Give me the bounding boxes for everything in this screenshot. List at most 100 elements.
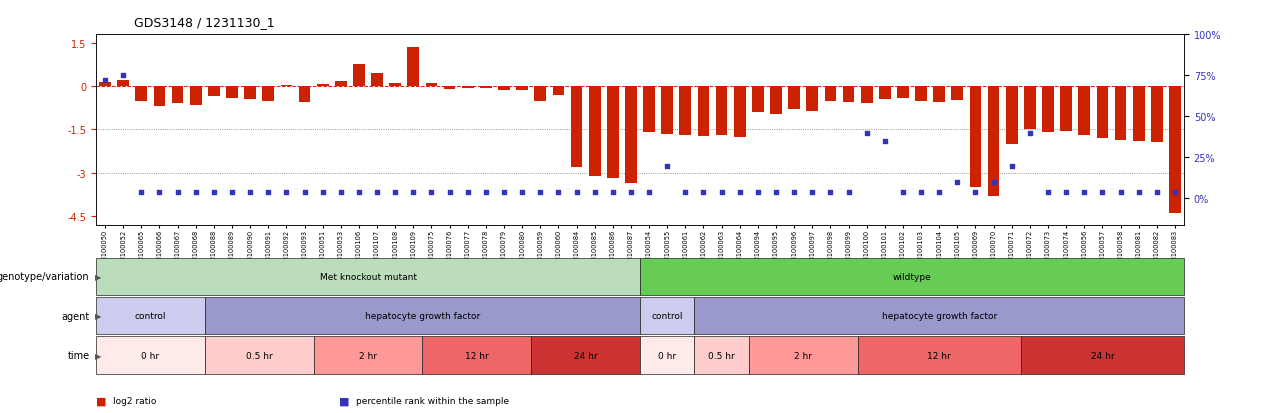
Text: control: control bbox=[134, 311, 166, 320]
Bar bbox=[625, 87, 637, 183]
Point bbox=[1001, 163, 1021, 169]
Text: 24 hr: 24 hr bbox=[573, 351, 598, 360]
Point bbox=[783, 189, 804, 196]
Text: genotype/variation: genotype/variation bbox=[0, 272, 90, 282]
Point bbox=[1147, 189, 1167, 196]
Text: control: control bbox=[652, 311, 684, 320]
Point bbox=[512, 189, 532, 196]
Bar bbox=[1078, 87, 1091, 136]
Point bbox=[856, 130, 877, 137]
Bar bbox=[1042, 87, 1053, 133]
Point bbox=[911, 189, 932, 196]
Point bbox=[965, 189, 986, 196]
Point bbox=[476, 189, 497, 196]
Text: 0.5 hr: 0.5 hr bbox=[708, 351, 735, 360]
Bar bbox=[988, 87, 1000, 196]
Bar bbox=[771, 87, 782, 114]
Bar bbox=[498, 87, 509, 90]
Point bbox=[657, 163, 677, 169]
Text: hepatocyte growth factor: hepatocyte growth factor bbox=[882, 311, 997, 320]
Bar bbox=[969, 87, 982, 188]
Bar bbox=[1169, 87, 1181, 214]
Point bbox=[330, 189, 351, 196]
Text: 0 hr: 0 hr bbox=[658, 351, 676, 360]
Point bbox=[457, 189, 477, 196]
Bar bbox=[480, 87, 492, 89]
Bar bbox=[118, 81, 129, 87]
Point bbox=[186, 189, 206, 196]
Bar bbox=[316, 85, 329, 87]
Bar bbox=[462, 87, 474, 88]
Bar bbox=[154, 87, 165, 107]
Bar bbox=[1151, 87, 1162, 143]
Point bbox=[874, 138, 895, 145]
Point bbox=[947, 179, 968, 186]
Point bbox=[494, 189, 515, 196]
Point bbox=[276, 189, 297, 196]
Point bbox=[312, 189, 333, 196]
Point bbox=[1020, 130, 1041, 137]
Bar bbox=[227, 87, 238, 98]
Point bbox=[892, 189, 913, 196]
Text: 2 hr: 2 hr bbox=[794, 351, 813, 360]
Point bbox=[221, 189, 242, 196]
Bar bbox=[733, 87, 746, 137]
Bar bbox=[1097, 87, 1108, 139]
Bar bbox=[172, 87, 183, 104]
Point bbox=[1165, 189, 1185, 196]
Bar bbox=[806, 87, 818, 112]
Bar bbox=[698, 87, 709, 136]
Point bbox=[439, 189, 460, 196]
Text: time: time bbox=[68, 350, 90, 360]
Bar bbox=[951, 87, 964, 101]
Point bbox=[765, 189, 786, 196]
Bar bbox=[516, 87, 529, 91]
Point bbox=[712, 189, 732, 196]
Bar bbox=[353, 65, 365, 87]
Point bbox=[421, 189, 442, 196]
Bar bbox=[607, 87, 618, 179]
Point bbox=[1038, 189, 1059, 196]
Point bbox=[113, 73, 133, 79]
Point bbox=[820, 189, 841, 196]
Point bbox=[294, 189, 315, 196]
Bar bbox=[335, 82, 347, 87]
Bar bbox=[716, 87, 727, 135]
Bar bbox=[207, 87, 220, 97]
Bar bbox=[1024, 87, 1036, 130]
Point bbox=[694, 189, 714, 196]
Point bbox=[1129, 189, 1149, 196]
Bar bbox=[280, 85, 292, 87]
Text: hepatocyte growth factor: hepatocyte growth factor bbox=[365, 311, 480, 320]
Text: ▶: ▶ bbox=[95, 311, 101, 320]
Text: 2 hr: 2 hr bbox=[358, 351, 378, 360]
Text: ▶: ▶ bbox=[95, 351, 101, 360]
Point bbox=[204, 189, 224, 196]
Text: ■: ■ bbox=[96, 396, 106, 406]
Point bbox=[385, 189, 406, 196]
Point bbox=[603, 189, 623, 196]
Point bbox=[150, 189, 170, 196]
Bar bbox=[389, 83, 401, 87]
Bar bbox=[842, 87, 855, 103]
Bar bbox=[680, 87, 691, 136]
Point bbox=[168, 189, 188, 196]
Point bbox=[929, 189, 950, 196]
Text: ▶: ▶ bbox=[95, 272, 101, 281]
Point bbox=[748, 189, 768, 196]
Bar bbox=[534, 87, 547, 101]
Bar bbox=[136, 87, 147, 101]
Bar bbox=[371, 74, 383, 87]
Point bbox=[730, 189, 750, 196]
Text: 12 hr: 12 hr bbox=[927, 351, 951, 360]
Point bbox=[1092, 189, 1112, 196]
Text: 24 hr: 24 hr bbox=[1091, 351, 1114, 360]
Bar bbox=[298, 87, 311, 103]
Text: percentile rank within the sample: percentile rank within the sample bbox=[356, 396, 509, 405]
Point bbox=[95, 78, 115, 84]
Bar bbox=[897, 87, 909, 98]
Point bbox=[566, 189, 586, 196]
Point bbox=[348, 189, 369, 196]
Text: GDS3148 / 1231130_1: GDS3148 / 1231130_1 bbox=[134, 16, 275, 29]
Bar bbox=[1060, 87, 1073, 131]
